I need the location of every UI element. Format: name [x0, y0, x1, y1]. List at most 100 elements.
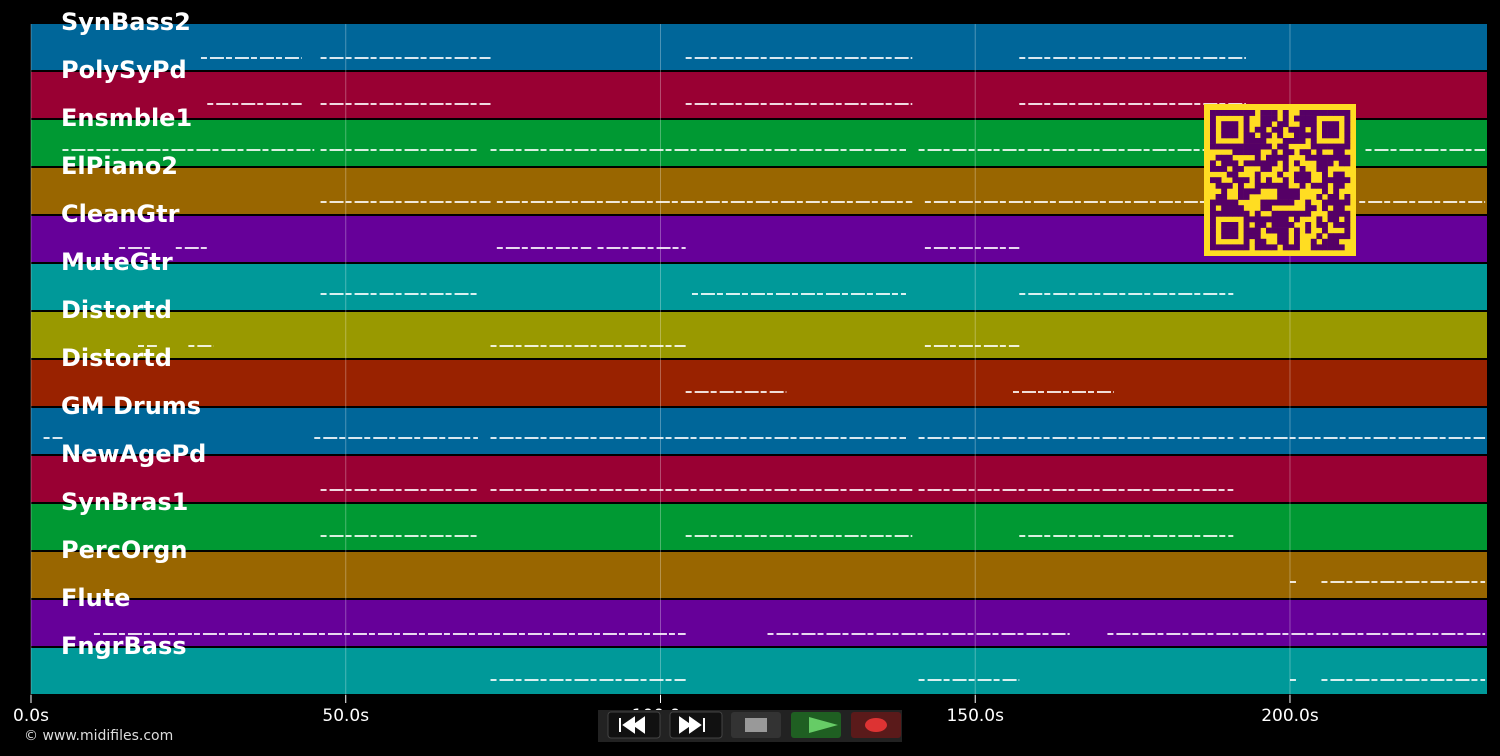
track-name: SynBass2 — [61, 8, 191, 36]
qr-module — [1277, 188, 1284, 195]
qr-module — [1299, 182, 1306, 189]
qr-module — [1249, 138, 1256, 144]
qr-module — [1333, 233, 1340, 240]
qr-module — [1288, 126, 1295, 133]
qr-module — [1210, 233, 1216, 240]
qr-module — [1271, 244, 1278, 251]
track-band — [31, 312, 1487, 358]
qr-module — [1282, 227, 1289, 234]
qr-module — [1322, 121, 1328, 128]
qr-module — [1305, 110, 1312, 116]
qr-module — [1277, 154, 1284, 161]
track-name: PercOrgn — [61, 536, 187, 564]
qr-module — [1226, 210, 1233, 217]
qr-module — [1288, 149, 1295, 156]
qr-module — [1238, 182, 1244, 189]
qr-module — [1294, 160, 1300, 167]
qr-module — [1277, 126, 1284, 133]
qr-module — [1316, 154, 1323, 161]
qr-module — [1243, 238, 1250, 245]
qr-module — [1333, 149, 1340, 156]
qr-module — [1254, 138, 1261, 144]
qr-module — [1271, 216, 1278, 223]
qr-module — [1210, 110, 1216, 116]
qr-module — [1226, 160, 1233, 167]
qr-module — [1316, 160, 1323, 167]
qr-module — [1277, 121, 1284, 128]
qr-module — [1344, 115, 1351, 122]
qr-module — [1221, 154, 1228, 161]
qr-module — [1254, 233, 1261, 240]
qr-module — [1322, 154, 1328, 161]
qr-module — [1215, 182, 1222, 189]
track-name: MuteGtr — [61, 248, 173, 276]
track-name: NewAgePd — [61, 440, 206, 468]
qr-module — [1238, 188, 1244, 195]
qr-module — [1221, 233, 1228, 240]
qr-module — [1226, 154, 1233, 161]
qr-module — [1226, 205, 1233, 212]
qr-module — [1338, 160, 1345, 167]
qr-module — [1254, 177, 1261, 184]
qr-module — [1299, 177, 1306, 184]
qr-module — [1277, 222, 1284, 228]
qr-module — [1260, 222, 1267, 228]
qr-module — [1294, 216, 1300, 223]
qr-module — [1338, 171, 1345, 178]
qr-module — [1305, 205, 1312, 212]
qr-module — [1238, 166, 1244, 172]
qr-module — [1243, 132, 1250, 139]
tick-label: 200.0s — [1261, 706, 1319, 726]
qr-module — [1316, 143, 1323, 150]
qr-module — [1344, 210, 1351, 217]
rewind-button[interactable] — [607, 711, 661, 739]
qr-module — [1282, 110, 1289, 116]
qr-module — [1271, 126, 1278, 133]
play-button[interactable] — [791, 712, 841, 738]
qr-module — [1344, 154, 1351, 161]
qr-module — [1271, 182, 1278, 189]
qr-module — [1254, 182, 1261, 189]
qr-module — [1232, 199, 1239, 206]
qr-module — [1215, 110, 1222, 116]
qr-module — [1210, 132, 1216, 139]
qr-module — [1238, 194, 1244, 200]
qr-module — [1294, 138, 1300, 144]
qr-module — [1282, 177, 1289, 184]
qr-module — [1226, 182, 1233, 189]
qr-module — [1215, 154, 1222, 161]
qr-module — [1327, 126, 1334, 133]
qr-module — [1260, 121, 1267, 128]
qr-module — [1254, 149, 1261, 156]
qr-module — [1271, 154, 1278, 161]
fast-forward-button[interactable] — [669, 711, 723, 739]
note-layer — [43, 57, 1486, 681]
qr-module — [1221, 194, 1228, 200]
qr-module — [1266, 199, 1272, 206]
qr-module — [1260, 182, 1267, 189]
qr-module — [1226, 132, 1233, 139]
qr-module — [1344, 233, 1351, 240]
qr-module — [1238, 177, 1244, 184]
qr-module — [1344, 199, 1351, 206]
qr-module — [1260, 244, 1267, 251]
play-icon — [809, 717, 838, 733]
qr-module — [1333, 210, 1340, 217]
qr-module — [1305, 132, 1312, 139]
qr-module — [1282, 210, 1289, 217]
qr-module — [1322, 132, 1328, 139]
qr-module — [1327, 132, 1334, 139]
qr-module — [1254, 143, 1261, 150]
qr-module — [1243, 110, 1250, 116]
qr-module — [1294, 171, 1300, 178]
qr-module — [1322, 110, 1328, 116]
qr-module — [1232, 160, 1239, 167]
qr-module — [1221, 126, 1228, 133]
stop-button[interactable] — [731, 712, 781, 738]
record-button[interactable] — [851, 712, 901, 738]
qr-module — [1232, 166, 1239, 172]
qr-module — [1254, 126, 1261, 133]
qr-module — [1294, 227, 1300, 234]
qr-module — [1288, 222, 1295, 228]
qr-module — [1249, 149, 1256, 156]
